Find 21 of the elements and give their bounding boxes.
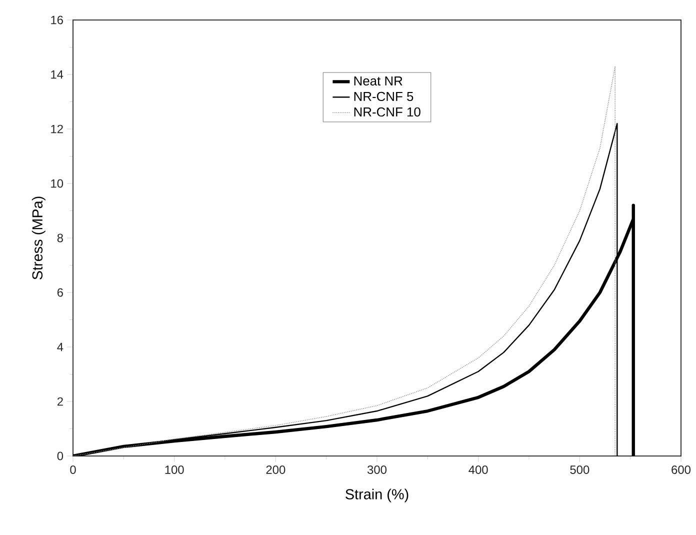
y-tick-label: 2 [57,397,63,406]
x-tick-label: 400 [468,465,488,474]
x-tick-label: 100 [165,465,184,474]
legend-label: NR-CNF 5 [354,92,414,102]
x-tick-label: 200 [266,465,286,474]
y-axis-title: Stress (MPa) [32,196,46,280]
x-tick-label: 600 [672,465,691,474]
y-tick-label: 16 [51,16,63,24]
x-tick-label: 500 [570,465,590,474]
y-tick-label: 8 [57,234,63,242]
x-axis-title: Strain (%) [346,488,408,502]
y-tick-label: 14 [51,70,64,79]
y-tick-label: 4 [57,342,64,352]
y-tick-label: 10 [51,179,64,188]
y-tick-label: 12 [51,124,63,134]
y-tick-label: 6 [57,288,63,297]
y-tick-label: 0 [57,452,64,460]
legend-label: Neat NR [354,76,402,86]
x-tick-label: 0 [70,465,76,474]
x-tick-label: 300 [367,465,387,474]
legend-label: NR-CNF 10 [354,107,420,117]
